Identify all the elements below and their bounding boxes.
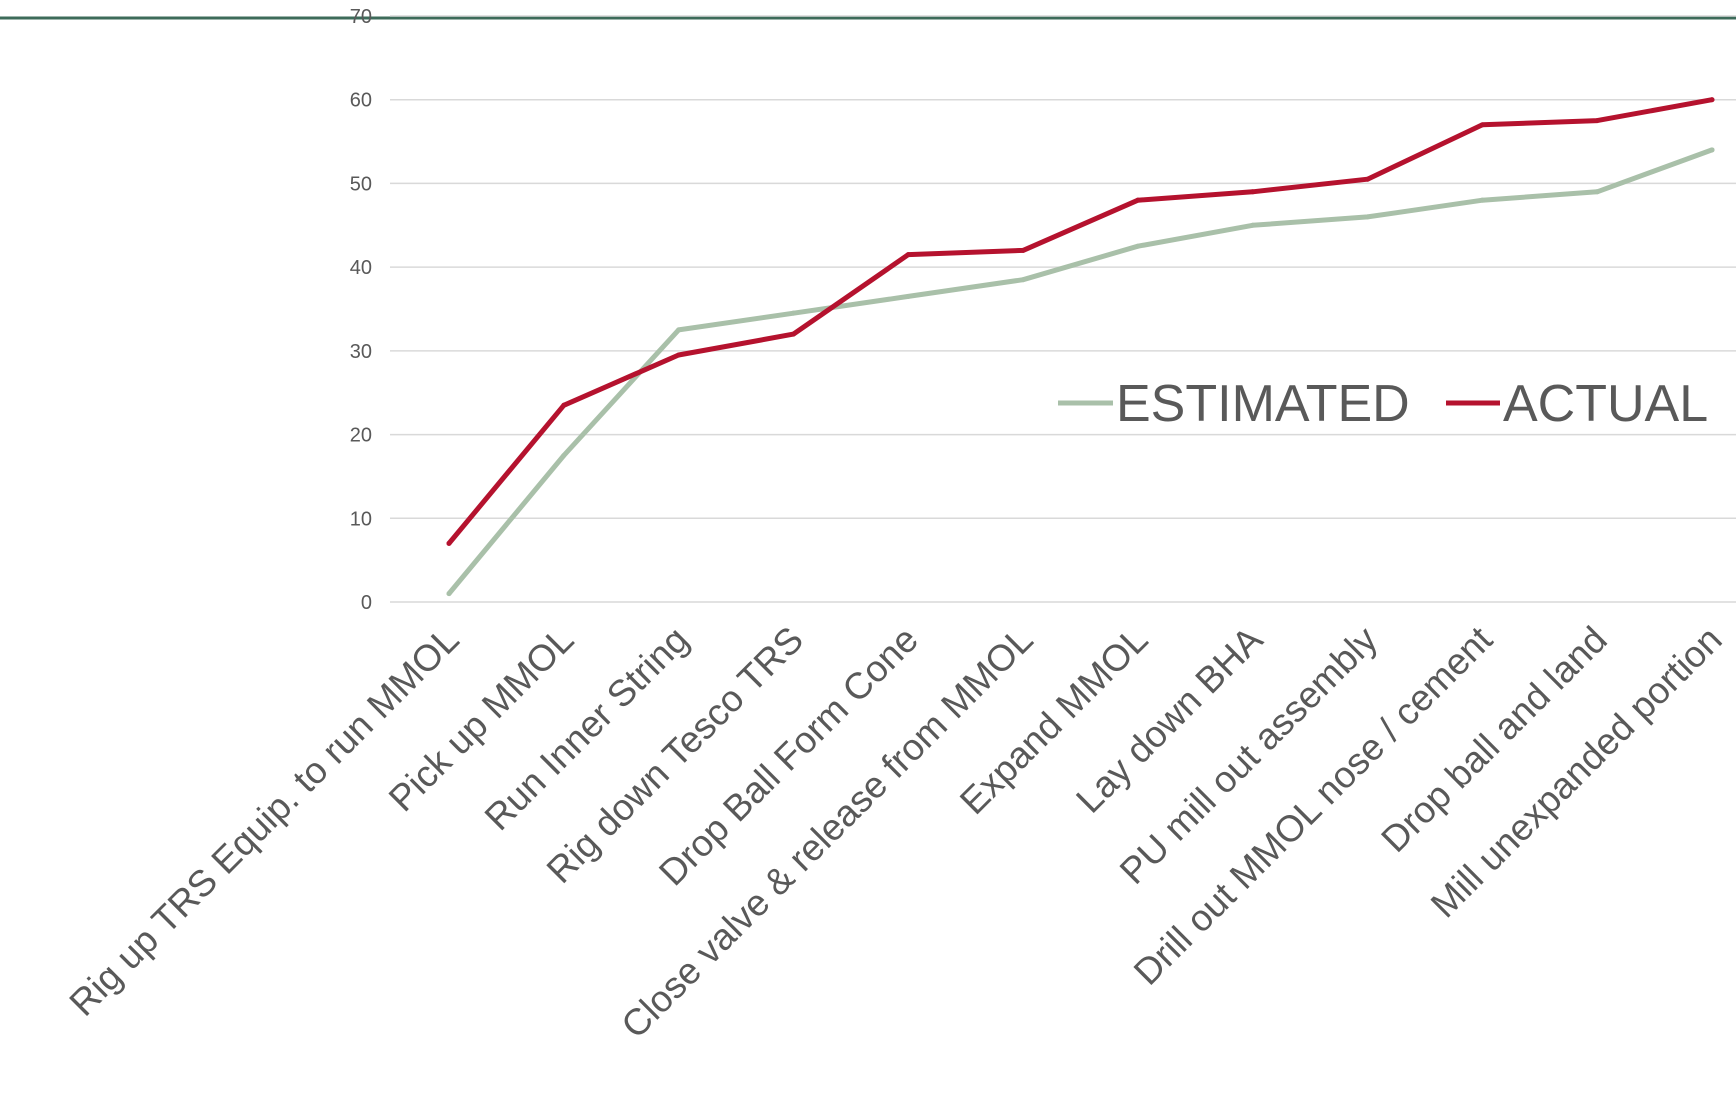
- series-estimated: [446, 147, 1715, 597]
- data-point-actual-1: [561, 402, 567, 408]
- y-axis-tick-labels: 0 10 20 30 40 50 60 70: [350, 6, 372, 614]
- data-point-actual-6: [1135, 197, 1141, 203]
- data-point-actual-3: [790, 331, 796, 337]
- data-point-actual-2: [676, 352, 682, 358]
- y-tick-label-60: 60: [350, 90, 372, 112]
- data-point-estimated-8: [1365, 214, 1371, 220]
- data-point-estimated-4: [905, 293, 911, 299]
- legend-label-actual: ACTUAL: [1503, 375, 1708, 433]
- data-point-estimated-11: [1709, 147, 1715, 153]
- data-point-estimated-5: [1020, 277, 1026, 283]
- y-tick-label-40: 40: [350, 257, 372, 279]
- data-point-actual-10: [1594, 118, 1600, 124]
- data-point-actual-8: [1365, 176, 1371, 182]
- series-line-estimated: [446, 147, 1715, 597]
- y-tick-label-0: 0: [361, 592, 372, 614]
- legend: ESTIMATED ACTUAL: [1058, 375, 1708, 433]
- x-category-label-5: Close valve & release from MMOL: [613, 619, 1040, 1046]
- gridlines: [390, 15, 1736, 603]
- data-point-actual-0: [446, 540, 452, 546]
- data-point-estimated-9: [1479, 197, 1485, 203]
- data-point-estimated-1: [561, 453, 567, 458]
- data-point-actual-9: [1479, 122, 1485, 128]
- legend-label-estimated: ESTIMATED: [1116, 375, 1410, 433]
- data-point-estimated-3: [790, 310, 796, 316]
- data-point-estimated-7: [1250, 222, 1256, 228]
- data-point-estimated-2: [676, 327, 682, 333]
- x-category-label-0: Rig up TRS Equip. to run MMOL: [62, 619, 467, 1024]
- series-lines: [446, 97, 1715, 597]
- y-tick-label-70: 70: [350, 6, 372, 28]
- data-point-actual-7: [1250, 189, 1256, 195]
- data-point-estimated-10: [1594, 189, 1600, 195]
- series-actual: [446, 97, 1715, 546]
- data-point-estimated-0: [446, 591, 452, 597]
- series-line-actual: [446, 97, 1715, 546]
- data-point-actual-4: [905, 252, 911, 258]
- y-tick-label-50: 50: [350, 173, 372, 195]
- data-point-actual-5: [1020, 247, 1026, 253]
- data-point-estimated-6: [1135, 243, 1141, 249]
- y-tick-label-10: 10: [350, 508, 372, 530]
- y-tick-label-20: 20: [350, 425, 372, 447]
- x-category-label-2: Run Inner String: [477, 619, 697, 839]
- y-tick-label-30: 30: [350, 341, 372, 363]
- data-point-actual-11: [1709, 97, 1715, 103]
